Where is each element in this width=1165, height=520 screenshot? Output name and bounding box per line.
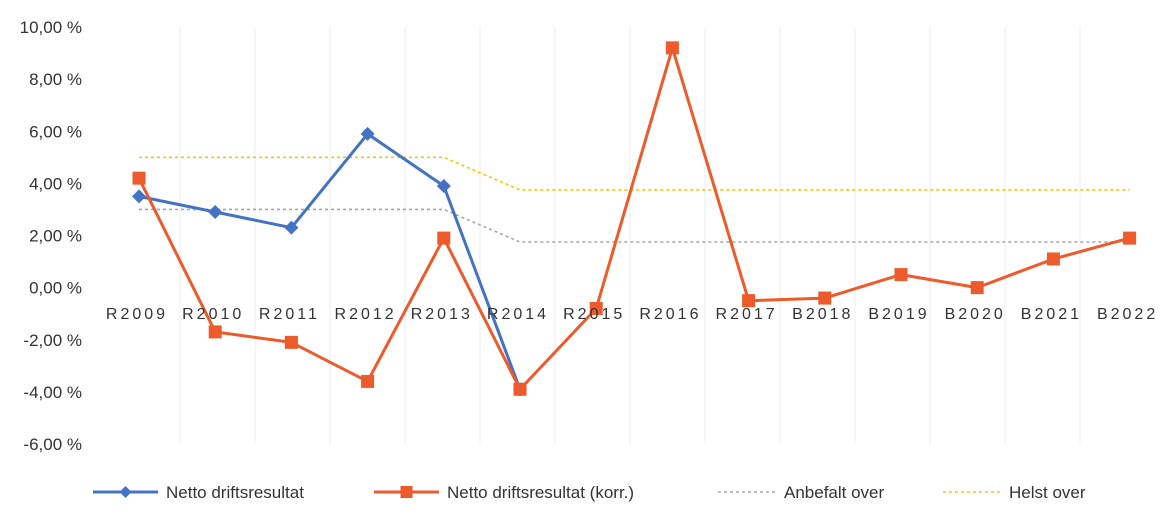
x-tick-label: R2014 <box>487 306 549 323</box>
y-tick-label: -2,00 % <box>23 331 82 350</box>
point-marker <box>437 231 451 245</box>
x-tick-label: B2020 <box>945 306 1006 323</box>
series-1 <box>132 41 1137 396</box>
point-marker <box>284 335 298 349</box>
point-marker <box>132 189 146 204</box>
x-tick-label: R2016 <box>639 306 701 323</box>
legend-marker <box>119 486 132 498</box>
y-tick-label: 0,00 % <box>29 279 82 298</box>
x-tick-label: R2017 <box>716 306 778 323</box>
x-tick-label: R2012 <box>335 306 397 323</box>
legend-label: Netto driftsresultat <box>166 483 304 502</box>
point-marker <box>894 268 908 282</box>
y-tick-label: 2,00 % <box>29 227 82 246</box>
x-tick-label: R2015 <box>563 306 625 323</box>
point-marker <box>284 220 299 235</box>
legend: Netto driftsresultat Netto driftsresultat… <box>93 483 1086 502</box>
x-axis: R2009 R2010 R2011 R2012 R2013 R2014 R2015 R2016… <box>106 306 1158 323</box>
y-tick-label: -4,00 % <box>23 383 82 402</box>
point-marker <box>665 41 679 55</box>
point-marker <box>970 281 984 295</box>
point-marker <box>1046 252 1060 266</box>
x-tick-label: R2011 <box>259 306 320 323</box>
legend-item-3: Helst over <box>943 483 1086 502</box>
point-marker <box>361 374 375 388</box>
x-tick-label: R2009 <box>106 306 168 323</box>
point-marker <box>208 325 222 339</box>
legend-item-1: Netto driftsresultat (korr.) <box>374 483 634 502</box>
point-marker <box>513 382 527 396</box>
y-tick-label: 8,00 % <box>29 70 82 89</box>
x-tick-label: B2021 <box>1021 306 1082 323</box>
legend-label: Anbefalt over <box>784 483 885 502</box>
y-tick-label: -6,00 % <box>23 435 82 454</box>
x-tick-label: B2019 <box>868 306 929 323</box>
y-tick-label: 6,00 % <box>29 122 82 141</box>
legend-marker <box>400 486 413 498</box>
point-marker <box>1123 231 1137 245</box>
series-line-0 <box>138 132 522 390</box>
point-marker <box>208 205 223 220</box>
legend-item-2: Anbefalt over <box>718 483 885 502</box>
point-marker <box>132 171 146 185</box>
x-tick-label: B2018 <box>792 306 853 323</box>
x-tick-label: B2022 <box>1097 306 1158 323</box>
point-marker <box>360 126 375 141</box>
point-marker <box>818 291 832 305</box>
point-marker <box>742 294 756 308</box>
legend-item-0: Netto driftsresultat <box>93 483 304 502</box>
legend-label: Netto driftsresultat (korr.) <box>447 483 634 502</box>
legend-label: Helst over <box>1009 483 1086 502</box>
x-tick-label: R2010 <box>182 306 244 323</box>
y-tick-label: 4,00 % <box>29 174 82 193</box>
series-line-1 <box>137 46 1130 391</box>
y-axis: 10,00 % 8,00 % 6,00 % 4,00 % 2,00 % 0,00 % -2,… <box>20 18 82 454</box>
point-marker <box>436 178 451 193</box>
point-marker <box>589 301 603 315</box>
x-tick-label: R2013 <box>411 306 473 323</box>
grid <box>179 27 1081 444</box>
series-layer <box>132 41 1137 397</box>
y-tick-label: 10,00 % <box>20 18 82 37</box>
